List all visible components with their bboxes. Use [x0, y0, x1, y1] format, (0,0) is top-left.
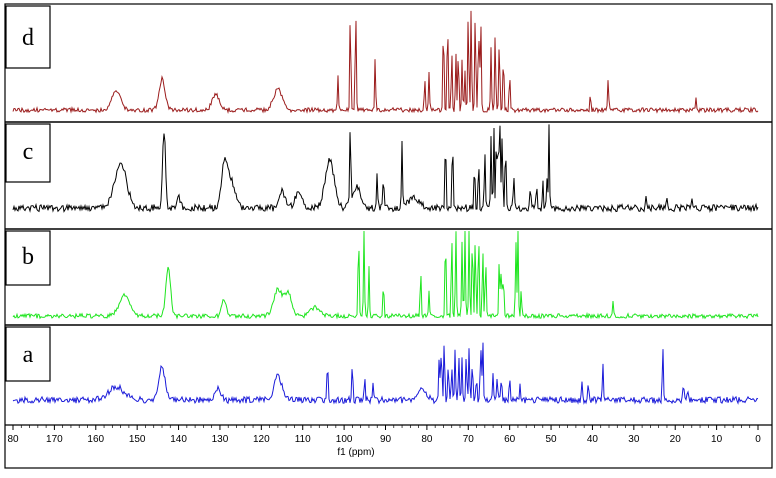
- x-tick-label: 30: [628, 434, 640, 445]
- x-tick-label: 0: [755, 434, 761, 445]
- x-tick-label: 50: [545, 434, 557, 445]
- x-tick-label: 150: [129, 434, 146, 445]
- spectrum-trace-a: [12, 342, 759, 405]
- x-tick-label: 110: [295, 434, 311, 445]
- x-tick-label: 80: [421, 434, 433, 445]
- x-tick-label: 130: [212, 434, 229, 445]
- spectrum-trace-c: [12, 124, 759, 214]
- panel-label-b: b: [5, 230, 51, 286]
- x-tick-label: 140: [170, 434, 187, 445]
- x-tick-label: 80: [7, 434, 19, 445]
- x-axis-label: f1 (ppm): [337, 447, 374, 458]
- x-tick-label: 70: [463, 434, 475, 445]
- x-tick-label: 170: [46, 434, 63, 445]
- x-tick-label: 90: [380, 434, 392, 445]
- svg-text:c: c: [23, 139, 34, 165]
- x-tick-label: 120: [253, 434, 270, 445]
- panel-label-c: c: [5, 123, 51, 183]
- x-tick-label: 20: [670, 434, 682, 445]
- spectrum-trace-d: [12, 10, 759, 115]
- x-tick-label: 10: [711, 434, 723, 445]
- x-tick-label: 40: [587, 434, 599, 445]
- x-tick-label: 160: [87, 434, 104, 445]
- x-axis-ticks: 80 170 160 150 140 130 120 110 100 90 80 70 60 50 40 30…: [7, 425, 761, 445]
- x-tick-label: 60: [504, 434, 516, 445]
- svg-text:d: d: [22, 25, 34, 51]
- spectrum-trace-b: [12, 230, 759, 320]
- panel-label-d: d: [5, 5, 51, 69]
- plot-frame: [4, 3, 773, 469]
- svg-text:a: a: [23, 342, 34, 368]
- panel-label-a: a: [5, 326, 51, 382]
- svg-text:b: b: [22, 244, 34, 270]
- x-tick-label: 100: [336, 434, 353, 445]
